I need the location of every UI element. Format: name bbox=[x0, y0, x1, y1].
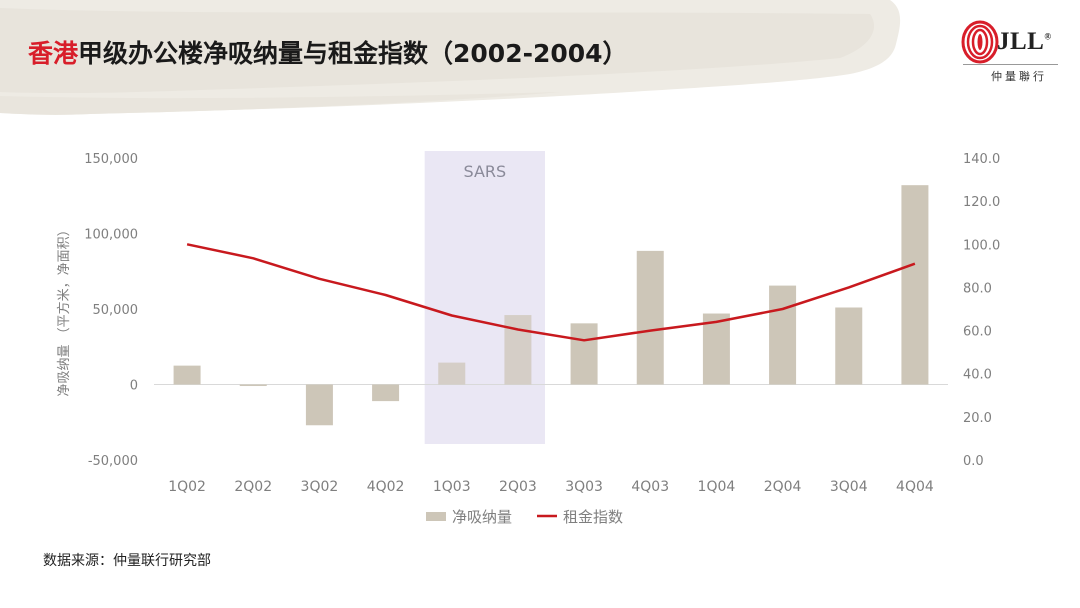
x-tick-label: 2Q02 bbox=[234, 479, 272, 495]
y2-tick-label: 60.0 bbox=[963, 325, 992, 340]
title-accent: 香港 bbox=[28, 39, 79, 68]
x-tick-label: 2Q04 bbox=[764, 479, 802, 495]
jll-logo-icon bbox=[961, 20, 999, 64]
x-tick-label: 4Q02 bbox=[367, 479, 405, 495]
y2-tick-label: 120.0 bbox=[963, 195, 1000, 210]
legend-label-bar: 净吸纳量 bbox=[452, 508, 512, 526]
x-tick-label: 1Q04 bbox=[698, 479, 736, 495]
y-tick-label: -50,000 bbox=[88, 454, 138, 469]
x-tick-label: 3Q02 bbox=[301, 479, 339, 495]
sars-annotation-label: SARS bbox=[463, 162, 506, 181]
x-tick-label: 3Q03 bbox=[565, 479, 603, 495]
bar-3Q04 bbox=[835, 307, 863, 385]
y2-tick-label: 0.0 bbox=[963, 454, 984, 469]
bar-2Q03 bbox=[504, 315, 532, 385]
y2-tick-label: 80.0 bbox=[963, 281, 992, 296]
bar-4Q03 bbox=[636, 250, 664, 385]
x-tick-label: 2Q03 bbox=[499, 479, 537, 495]
bar-1Q04 bbox=[702, 313, 730, 385]
brush-stroke-banner bbox=[0, 0, 901, 115]
x-tick-label: 4Q04 bbox=[896, 479, 934, 495]
x-tick-label: 1Q03 bbox=[433, 479, 471, 495]
legend-label-line: 租金指数 bbox=[563, 508, 623, 526]
rent-index-line bbox=[186, 243, 916, 342]
bar-3Q03 bbox=[570, 323, 598, 385]
bar-2Q02 bbox=[239, 384, 267, 387]
logo-subtitle: 仲量聯行 bbox=[991, 70, 1047, 83]
bar-4Q04 bbox=[901, 185, 929, 385]
logo-divider bbox=[963, 64, 1058, 65]
x-tick-label: 3Q04 bbox=[830, 479, 868, 495]
bar-2Q04 bbox=[769, 285, 797, 385]
y-tick-label: 100,000 bbox=[84, 228, 138, 243]
y-tick-label: 150,000 bbox=[84, 152, 138, 167]
source-note: 数据来源：仲量联行研究部 bbox=[43, 553, 211, 569]
x-tick-label: 1Q02 bbox=[168, 479, 206, 495]
x-tick-label: 4Q03 bbox=[631, 479, 669, 495]
bar-1Q03 bbox=[438, 362, 466, 385]
bar-3Q02 bbox=[305, 384, 333, 426]
sars-band bbox=[424, 151, 545, 444]
bar-4Q02 bbox=[372, 384, 400, 402]
logo-brand: JLL® bbox=[997, 28, 1052, 55]
y2-tick-label: 20.0 bbox=[963, 411, 992, 426]
y-tick-label: 0 bbox=[130, 379, 138, 394]
chart: SARS -50,000 0 50,000 100,000 150,000 0.0 20.0 4… bbox=[56, 151, 1000, 526]
y-tick-label: 50,000 bbox=[93, 303, 139, 318]
y2-tick-label: 100.0 bbox=[963, 238, 1000, 253]
bar-1Q02 bbox=[173, 365, 201, 385]
y2-tick-label: 140.0 bbox=[963, 152, 1000, 167]
y-axis-label: 净吸纳量 （平方米，净面积） bbox=[56, 223, 72, 396]
title-rest: 甲级办公楼净吸纳量与租金指数（2002-2004） bbox=[78, 39, 628, 68]
legend-swatch-bar bbox=[426, 512, 446, 521]
y2-tick-label: 40.0 bbox=[963, 368, 992, 383]
page-title: 香港甲级办公楼净吸纳量与租金指数（2002-2004） bbox=[28, 34, 628, 70]
